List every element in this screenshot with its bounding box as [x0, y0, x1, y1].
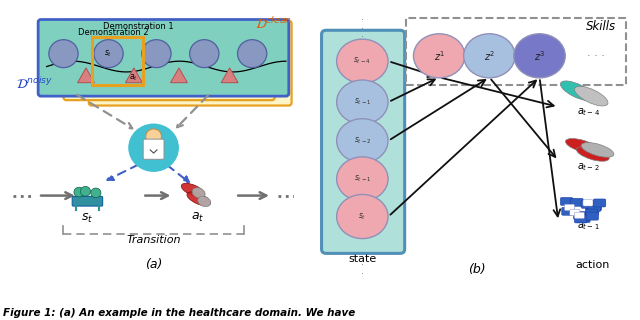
FancyBboxPatch shape	[588, 204, 600, 212]
Text: (a): (a)	[145, 258, 163, 271]
Circle shape	[337, 119, 388, 163]
Text: Transition: Transition	[126, 235, 181, 245]
Text: action: action	[575, 260, 610, 270]
Ellipse shape	[566, 139, 598, 153]
Text: $s_{t-4}$: $s_{t-4}$	[353, 56, 371, 67]
Circle shape	[337, 39, 388, 83]
Text: ·
·
·: · · ·	[361, 16, 364, 42]
Text: $a_{t-1}$: $a_{t-1}$	[577, 220, 600, 232]
FancyBboxPatch shape	[586, 212, 598, 220]
Text: $s_t$: $s_t$	[358, 211, 367, 222]
Text: $s_{t-1}$: $s_{t-1}$	[353, 97, 371, 107]
FancyBboxPatch shape	[574, 212, 584, 219]
Circle shape	[74, 187, 84, 197]
FancyBboxPatch shape	[586, 209, 598, 217]
Ellipse shape	[198, 196, 211, 207]
FancyBboxPatch shape	[38, 20, 289, 96]
Circle shape	[337, 80, 388, 124]
FancyBboxPatch shape	[586, 201, 598, 209]
FancyBboxPatch shape	[571, 198, 583, 206]
Text: $s_{t-1}$: $s_{t-1}$	[353, 174, 371, 184]
Text: $a_t$: $a_t$	[129, 73, 138, 83]
Text: Figure 1: (a) An example in the healthcare domain. We have: Figure 1: (a) An example in the healthca…	[3, 308, 355, 318]
Text: (b): (b)	[468, 263, 486, 276]
Circle shape	[337, 195, 388, 239]
Ellipse shape	[575, 86, 608, 106]
FancyBboxPatch shape	[589, 203, 602, 211]
Text: · · ·: · · ·	[587, 51, 605, 61]
Text: $a_{t-2}$: $a_{t-2}$	[577, 162, 600, 173]
FancyBboxPatch shape	[561, 207, 574, 215]
Text: $z^2$: $z^2$	[484, 49, 495, 63]
Text: $s_t$: $s_t$	[81, 212, 93, 225]
FancyBboxPatch shape	[143, 139, 164, 159]
Text: state: state	[348, 254, 376, 264]
FancyBboxPatch shape	[583, 200, 593, 206]
Circle shape	[91, 188, 101, 198]
FancyBboxPatch shape	[89, 21, 292, 106]
Text: Demonstration 1: Demonstration 1	[103, 22, 173, 31]
Text: $z^3$: $z^3$	[534, 49, 545, 63]
FancyBboxPatch shape	[570, 209, 580, 216]
Text: $z^1$: $z^1$	[433, 49, 445, 63]
FancyBboxPatch shape	[573, 212, 586, 220]
FancyBboxPatch shape	[560, 197, 573, 205]
Circle shape	[81, 187, 90, 196]
Circle shape	[413, 34, 465, 78]
FancyBboxPatch shape	[578, 214, 590, 223]
FancyBboxPatch shape	[581, 200, 593, 208]
FancyBboxPatch shape	[574, 215, 587, 223]
Text: $\mathcal{D}^{clean}$: $\mathcal{D}^{clean}$	[255, 16, 292, 31]
Polygon shape	[221, 68, 238, 83]
Circle shape	[237, 40, 267, 68]
FancyBboxPatch shape	[321, 30, 404, 253]
Circle shape	[337, 157, 388, 201]
Ellipse shape	[192, 188, 205, 198]
Circle shape	[189, 40, 219, 68]
Text: $s_{t-2}$: $s_{t-2}$	[353, 135, 371, 146]
FancyBboxPatch shape	[586, 207, 598, 216]
Text: $s_t$: $s_t$	[104, 48, 113, 59]
Ellipse shape	[561, 81, 594, 100]
Ellipse shape	[581, 142, 614, 157]
FancyBboxPatch shape	[63, 20, 275, 100]
Polygon shape	[125, 68, 142, 83]
Text: ·
·
·: · · ·	[361, 252, 364, 279]
Text: Skills: Skills	[586, 20, 616, 33]
Ellipse shape	[577, 147, 609, 161]
Circle shape	[142, 40, 171, 68]
Text: $\mathcal{D}^{noisy}$: $\mathcal{D}^{noisy}$	[15, 76, 53, 92]
FancyBboxPatch shape	[593, 199, 606, 207]
Circle shape	[49, 40, 78, 68]
Circle shape	[94, 40, 123, 68]
Text: $a_t$: $a_t$	[191, 211, 204, 224]
Circle shape	[146, 129, 161, 144]
Ellipse shape	[181, 183, 205, 197]
Circle shape	[128, 124, 179, 172]
Circle shape	[463, 34, 515, 78]
Polygon shape	[170, 68, 188, 83]
Ellipse shape	[187, 192, 211, 206]
FancyBboxPatch shape	[72, 196, 102, 206]
Text: Demonstration 2: Demonstration 2	[77, 28, 148, 37]
Circle shape	[514, 34, 565, 78]
Polygon shape	[77, 68, 95, 83]
FancyBboxPatch shape	[564, 204, 575, 211]
Text: $a_{t-4}$: $a_{t-4}$	[577, 106, 600, 118]
